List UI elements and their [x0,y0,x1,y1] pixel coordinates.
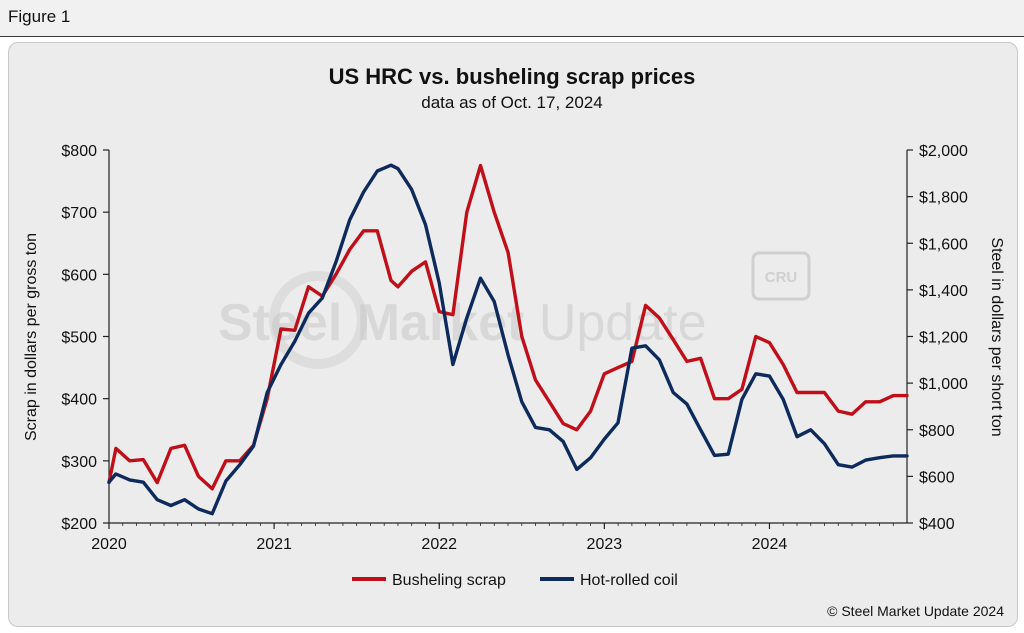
watermark: Steel Market Update CRU [218,251,811,369]
axes [103,149,913,529]
watermark-text: Steel Market Update [218,294,707,352]
copyright-text: © Steel Market Update 2024 [827,603,1004,619]
y-axis-right-title: Steel in dollars per short ton [988,237,1005,436]
tick-labels: $200 $300 $400 $500 $600 $700 $800 $400 $600 $800… [61,143,968,553]
y-left-tick-label: $300 [61,454,97,471]
y-left-tick-label: $700 [61,205,97,222]
y-right-tick-label: $800 [919,423,955,440]
y-right-tick-label: $2,000 [919,143,968,160]
y-right-tick-label: $1,000 [919,376,968,393]
watermark-text-bold: Steel Market [218,294,524,352]
series-line-hrc [107,163,909,516]
series-lines [107,163,909,516]
watermark-text-light: Update [539,294,707,352]
y-left-tick-label: $600 [61,267,97,284]
y-right-tick-label: $600 [919,469,955,486]
figure-label: Figure 1 [8,7,71,26]
watermark-globe-icon [269,271,367,369]
chart-panel [8,42,1018,627]
x-tick-label: 2022 [421,536,457,553]
y-left-tick-label: $800 [61,143,97,160]
watermark-badge-icon [751,251,811,301]
y-left-tick-label: $200 [61,516,97,533]
x-tick-label: 2020 [91,536,127,553]
y-right-tick-label: $1,600 [919,236,968,253]
watermark-badge-text: CRU [765,269,798,286]
y-right-tick-label: $1,800 [919,190,968,207]
y-axis-left-title: Scrap in dollars per gross ton [23,233,40,441]
x-tick-label: 2024 [752,536,788,553]
legend-label-hrc: Hot-rolled coil [580,572,678,589]
legend-label-scrap: Busheling scrap [392,572,506,589]
series-line-scrap [107,163,909,491]
chart-subtitle: data as of Oct. 17, 2024 [421,93,602,112]
x-tick-label: 2023 [587,536,623,553]
chart-title: US HRC vs. busheling scrap prices [329,64,696,89]
y-left-tick-label: $500 [61,330,97,347]
y-right-tick-label: $1,400 [919,283,968,300]
figure-header: Figure 1 [0,0,1024,37]
x-tick-label: 2021 [256,536,292,553]
y-right-tick-label: $400 [919,516,955,533]
y-right-tick-label: $1,200 [919,330,968,347]
y-left-tick-label: $400 [61,392,97,409]
legend: Busheling scrap Hot-rolled coil [352,572,678,589]
